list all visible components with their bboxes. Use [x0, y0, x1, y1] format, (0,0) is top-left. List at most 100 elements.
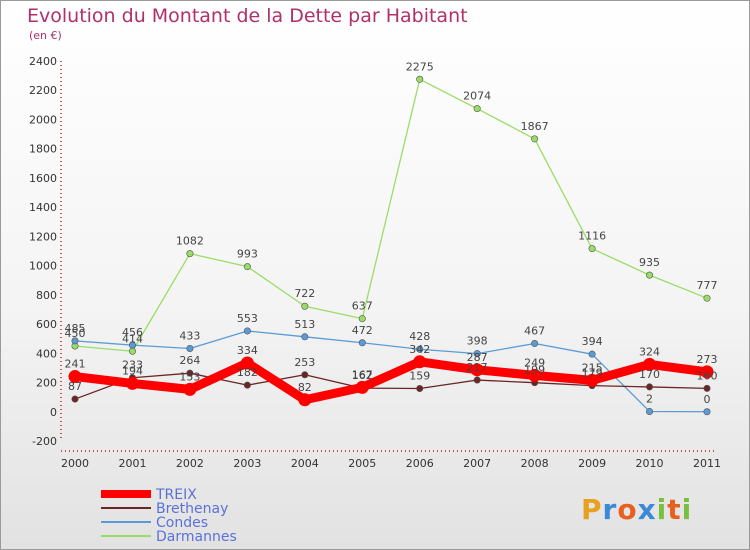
x-tick-label: 2009 — [578, 457, 606, 470]
data-label-treix: 249 — [524, 356, 545, 369]
series-line-treix — [70, 357, 712, 405]
data-label-treix: 287 — [467, 351, 488, 364]
y-tick-label: 0 — [50, 406, 57, 419]
data-label-brethenay: 179 — [582, 367, 603, 380]
x-tick-label: 2001 — [118, 457, 146, 470]
data-point-condes — [128, 341, 136, 349]
chart-subtitle: (en €) — [29, 29, 62, 42]
data-point-brethenay — [186, 369, 194, 377]
y-tick-label: 400 — [36, 347, 57, 360]
data-label-treix: 82 — [298, 381, 312, 394]
x-tick-label: 2002 — [176, 457, 204, 470]
data-point-treix — [183, 382, 197, 396]
data-label-condes: 398 — [467, 335, 488, 348]
x-tick-label: 2005 — [348, 457, 376, 470]
data-label-condes: 553 — [237, 312, 258, 325]
data-label-darmannes: 2275 — [406, 60, 434, 73]
data-point-darmannes — [243, 263, 251, 271]
data-label-brethenay: 170 — [639, 368, 660, 381]
brand-letter: i — [657, 493, 668, 526]
x-tick-label: 2007 — [463, 457, 491, 470]
y-tick-label: 2000 — [29, 113, 57, 126]
y-tick-label: 1600 — [29, 172, 57, 185]
y-tick-label: -200 — [32, 435, 57, 448]
data-point-condes — [243, 327, 251, 335]
chart-title: Evolution du Montant de la Dette par Hab… — [27, 5, 468, 27]
axes: -200020040060080010001200140016001800200… — [29, 55, 721, 470]
x-tick-label: 2004 — [291, 457, 319, 470]
x-tick-label: 2006 — [406, 457, 434, 470]
data-label-darmannes: 637 — [352, 300, 373, 313]
y-tick-label: 200 — [36, 377, 57, 390]
x-tick-label: 2008 — [521, 457, 549, 470]
y-tick-label: 800 — [36, 289, 57, 302]
data-point-brethenay — [646, 383, 654, 391]
data-point-treix — [700, 365, 714, 379]
data-label-darmannes: 935 — [639, 256, 660, 269]
x-tick-label: 2011 — [693, 457, 721, 470]
data-point-darmannes — [416, 75, 424, 83]
data-label-brethenay: 162 — [352, 369, 373, 382]
legend-label-treix: TREIX — [155, 487, 197, 503]
brand-letter: x — [638, 493, 657, 526]
data-label-brethenay: 182 — [237, 366, 258, 379]
data-point-condes — [531, 340, 539, 348]
y-tick-label: 1200 — [29, 230, 57, 243]
data-point-brethenay — [301, 371, 309, 379]
legend-label-brethenay: Brethenay — [156, 501, 228, 517]
data-point-condes — [301, 333, 309, 341]
data-label-darmannes: 450 — [65, 327, 86, 340]
data-point-treix — [68, 370, 82, 384]
data-label-condes: 472 — [352, 324, 373, 337]
brand-logo: Proxiti — [581, 493, 692, 526]
data-point-condes — [71, 337, 79, 345]
data-point-brethenay — [703, 384, 711, 392]
data-label-condes: 428 — [409, 330, 430, 343]
data-point-treix — [355, 380, 369, 394]
data-label-treix: 241 — [65, 358, 86, 371]
data-label-darmannes: 1867 — [521, 120, 549, 133]
y-tick-label: 2200 — [29, 84, 57, 97]
data-point-condes — [703, 408, 711, 416]
data-label-condes: 456 — [122, 326, 143, 339]
data-point-condes — [358, 339, 366, 347]
brand-letter: t — [667, 493, 681, 526]
data-label-condes: 394 — [582, 335, 603, 348]
x-tick-label: 2010 — [636, 457, 664, 470]
legend-label-condes: Condes — [156, 515, 208, 531]
data-label-brethenay: 87 — [68, 380, 82, 393]
data-label-treix: 273 — [697, 353, 718, 366]
data-point-treix — [240, 356, 254, 370]
data-label-condes: 433 — [179, 329, 200, 342]
series-group — [68, 75, 714, 416]
data-label-condes: 467 — [524, 325, 545, 338]
data-point-condes — [186, 344, 194, 352]
data-point-darmannes — [646, 271, 654, 279]
x-tick-label: 2003 — [233, 457, 261, 470]
data-label-treix: 324 — [639, 345, 660, 358]
y-tick-label: 1800 — [29, 143, 57, 156]
data-label-brethenay: 199 — [524, 364, 545, 377]
data-point-darmannes — [531, 135, 539, 143]
data-point-treix — [413, 355, 427, 369]
brand-wordmark: Proxiti — [581, 493, 692, 526]
data-point-brethenay — [71, 395, 79, 403]
series-line-darmannes — [74, 78, 708, 352]
data-point-treix — [470, 363, 484, 377]
data-label-condes: 0 — [704, 393, 711, 406]
series-line-brethenay — [74, 372, 708, 400]
data-label-brethenay: 160 — [697, 369, 718, 382]
data-labels: 450 414 1082 993 722 637 2275 2074 1867 1116 935 77… — [65, 60, 718, 406]
data-label-darmannes: 414 — [122, 332, 143, 345]
data-point-treix — [585, 373, 599, 387]
data-point-condes — [416, 345, 424, 353]
data-point-brethenay — [473, 376, 481, 384]
data-label-brethenay: 217 — [467, 361, 488, 374]
data-point-condes — [473, 350, 481, 358]
data-point-treix — [125, 376, 139, 390]
data-label-treix: 215 — [582, 361, 603, 374]
data-label-condes: 485 — [65, 322, 86, 335]
